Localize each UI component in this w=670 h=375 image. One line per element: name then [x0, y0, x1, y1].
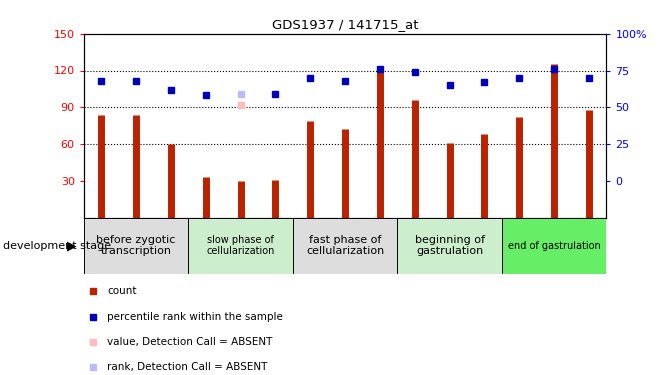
Bar	[188, 217, 293, 274]
Text: slow phase of
cellularization: slow phase of cellularization	[206, 235, 275, 256]
Text: ▶: ▶	[68, 239, 77, 252]
Text: development stage: development stage	[3, 241, 111, 250]
Text: rank, Detection Call = ABSENT: rank, Detection Call = ABSENT	[107, 362, 267, 372]
Text: end of gastrulation: end of gastrulation	[508, 241, 600, 250]
Text: value, Detection Call = ABSENT: value, Detection Call = ABSENT	[107, 337, 273, 347]
Title: GDS1937 / 141715_at: GDS1937 / 141715_at	[272, 18, 418, 31]
Bar	[84, 217, 188, 274]
Bar	[502, 217, 606, 274]
Bar	[293, 217, 397, 274]
Text: count: count	[107, 286, 137, 297]
Text: before zygotic
transcription: before zygotic transcription	[96, 235, 176, 256]
Bar	[397, 217, 502, 274]
Text: fast phase of
cellularization: fast phase of cellularization	[306, 235, 384, 256]
Text: percentile rank within the sample: percentile rank within the sample	[107, 312, 283, 322]
Text: beginning of
gastrulation: beginning of gastrulation	[415, 235, 484, 256]
